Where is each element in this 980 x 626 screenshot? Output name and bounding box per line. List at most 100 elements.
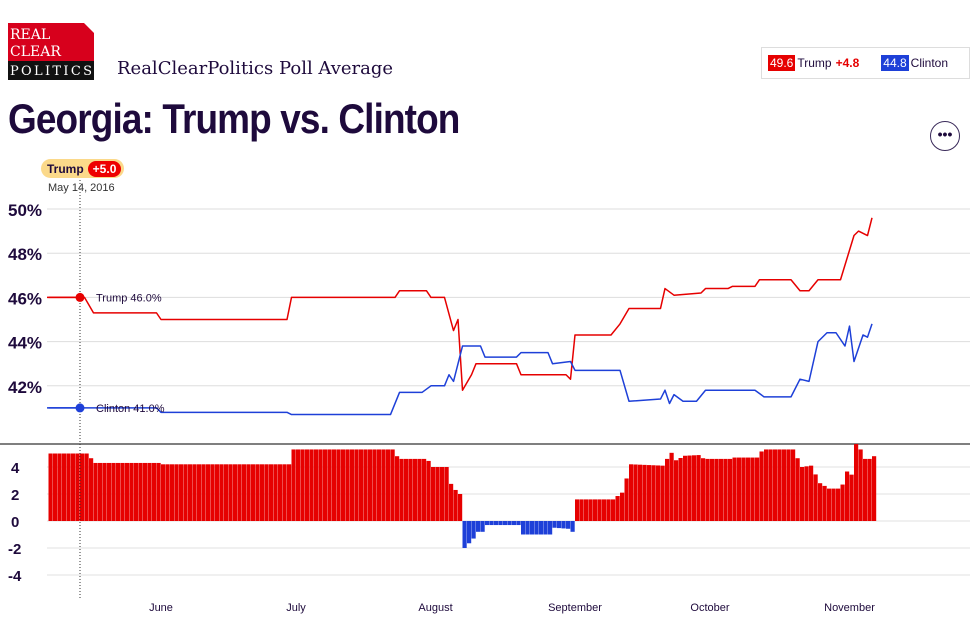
spread-bar bbox=[791, 449, 796, 521]
spread-bar bbox=[75, 453, 80, 521]
spread-bar bbox=[827, 488, 832, 521]
spread-bar bbox=[422, 458, 427, 521]
legend-trump-spread: +4.8 bbox=[835, 56, 860, 70]
spread-bar bbox=[453, 489, 458, 521]
spread-bar bbox=[341, 449, 346, 521]
spread-bar bbox=[440, 467, 445, 521]
spread-bar bbox=[197, 464, 202, 521]
spread-bar bbox=[638, 464, 643, 521]
spread-bar bbox=[260, 464, 265, 521]
spread-bar bbox=[714, 458, 719, 521]
legend-trump-name: Trump bbox=[797, 56, 832, 70]
spread-bar bbox=[417, 458, 422, 521]
y-tick-label: 4 bbox=[11, 460, 20, 477]
page-title: Georgia: Trump vs. Clinton bbox=[8, 95, 460, 142]
spread-bar bbox=[246, 464, 251, 521]
spread-bar bbox=[426, 460, 431, 521]
spread-bar bbox=[462, 521, 467, 548]
spread-bar bbox=[404, 458, 409, 521]
spread-bar bbox=[584, 499, 589, 521]
spread-bar bbox=[359, 449, 364, 521]
y-tick-label: 46% bbox=[8, 289, 42, 308]
spread-bar bbox=[287, 464, 292, 521]
spread-bar bbox=[255, 464, 260, 521]
spread-bar bbox=[84, 453, 89, 521]
spread-bar bbox=[755, 457, 760, 521]
spread-bar bbox=[161, 464, 166, 521]
spread-bar bbox=[165, 464, 170, 521]
spread-bar bbox=[692, 455, 697, 521]
spread-bar bbox=[629, 464, 634, 521]
spread-bar bbox=[624, 478, 629, 521]
spread-bar bbox=[867, 458, 872, 521]
spread-bar bbox=[129, 462, 134, 521]
spread-bar bbox=[71, 453, 76, 521]
spread-bar bbox=[395, 456, 400, 521]
spread-bar bbox=[332, 449, 337, 521]
legend-clinton-value: 44.8 bbox=[881, 55, 909, 71]
spread-bar bbox=[489, 521, 494, 526]
spread-bar bbox=[192, 464, 197, 521]
trump-point-label: Trump 46.0% bbox=[96, 292, 162, 304]
spread-bar bbox=[557, 521, 562, 529]
spread-bar bbox=[588, 499, 593, 521]
spread-bar bbox=[300, 449, 305, 521]
spread-bar bbox=[381, 449, 386, 521]
spread-bar bbox=[350, 449, 355, 521]
spread-bar bbox=[278, 464, 283, 521]
spread-bar bbox=[305, 449, 310, 521]
logo-line-1: REAL bbox=[10, 27, 50, 43]
spread-bar bbox=[48, 453, 53, 521]
spread-bar bbox=[566, 521, 571, 529]
spread-bar bbox=[206, 464, 211, 521]
spread-bar bbox=[822, 485, 827, 521]
spread-bar bbox=[66, 453, 71, 521]
spread-bar bbox=[156, 462, 161, 521]
spread-bar bbox=[642, 464, 647, 521]
spread-bar bbox=[701, 458, 706, 521]
spread-bar bbox=[669, 452, 674, 521]
y-tick-label: 50% bbox=[8, 201, 42, 220]
spread-bar bbox=[516, 521, 521, 526]
spread-bar bbox=[318, 449, 323, 521]
spread-bar bbox=[507, 521, 512, 526]
spread-bar bbox=[786, 449, 791, 521]
spread-bar bbox=[764, 449, 769, 521]
spread-bar bbox=[777, 449, 782, 521]
spread-bar bbox=[809, 465, 814, 521]
x-tick-label: August bbox=[418, 602, 452, 614]
spread-bar bbox=[872, 456, 877, 521]
spread-bar bbox=[143, 462, 148, 521]
spread-bar bbox=[561, 521, 566, 529]
spread-bar bbox=[854, 444, 859, 521]
spread-bar bbox=[471, 521, 476, 539]
spread-bar bbox=[530, 521, 535, 535]
spread-bar bbox=[57, 453, 62, 521]
spread-bar bbox=[431, 467, 436, 521]
spread-bar bbox=[264, 464, 269, 521]
spread-bar bbox=[210, 464, 215, 521]
spread-bar bbox=[413, 458, 418, 521]
more-options-button[interactable]: ••• bbox=[930, 121, 960, 151]
spread-bar bbox=[309, 449, 314, 521]
spread-bar bbox=[696, 455, 701, 521]
spread-bar bbox=[251, 464, 256, 521]
spread-bar bbox=[840, 484, 845, 521]
y-tick-label: 0 bbox=[11, 514, 19, 531]
y-tick-label: 42% bbox=[8, 378, 42, 397]
spread-bar bbox=[201, 464, 206, 521]
spread-bar bbox=[399, 458, 404, 521]
spread-bar bbox=[606, 499, 611, 521]
spread-bar bbox=[354, 449, 359, 521]
rcp-logo[interactable]: REAL CLEAR POLITICS bbox=[8, 23, 94, 80]
spread-bar bbox=[575, 499, 580, 521]
spread-bar bbox=[111, 462, 116, 521]
spread-bar bbox=[408, 458, 413, 521]
spread-bar bbox=[831, 488, 836, 521]
x-tick-label: June bbox=[149, 602, 173, 614]
spread-bar bbox=[863, 458, 868, 521]
spread-bar bbox=[372, 449, 377, 521]
spread-bar bbox=[449, 483, 454, 521]
spread-bar bbox=[633, 464, 638, 521]
